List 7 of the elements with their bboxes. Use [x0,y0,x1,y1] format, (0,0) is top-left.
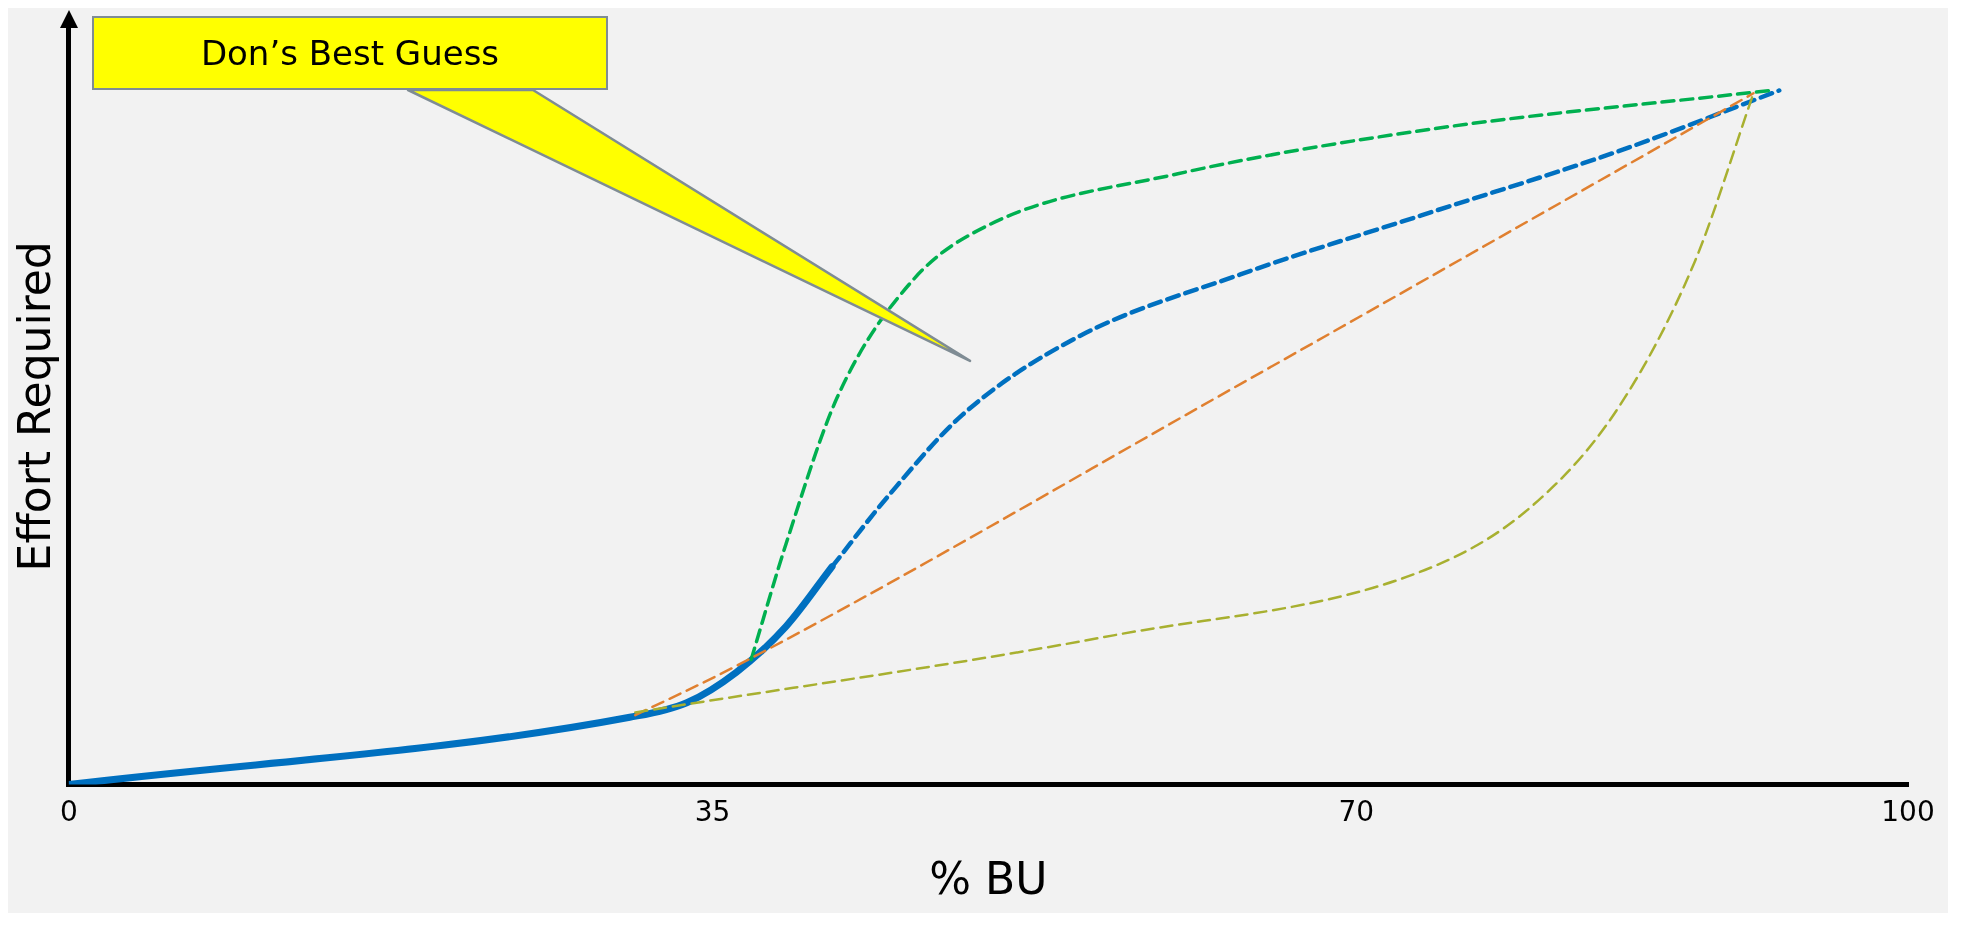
x-tick-label: 0 [59,794,78,828]
x-tick-label: 100 [1881,794,1935,828]
y-axis-title: Effort Required [8,241,60,572]
x-tick-label: 35 [694,794,731,828]
text: Don’s Best Guess [200,33,500,73]
x-tick-label: 70 [1338,794,1375,828]
x-axis-title: % BU [929,853,1048,905]
